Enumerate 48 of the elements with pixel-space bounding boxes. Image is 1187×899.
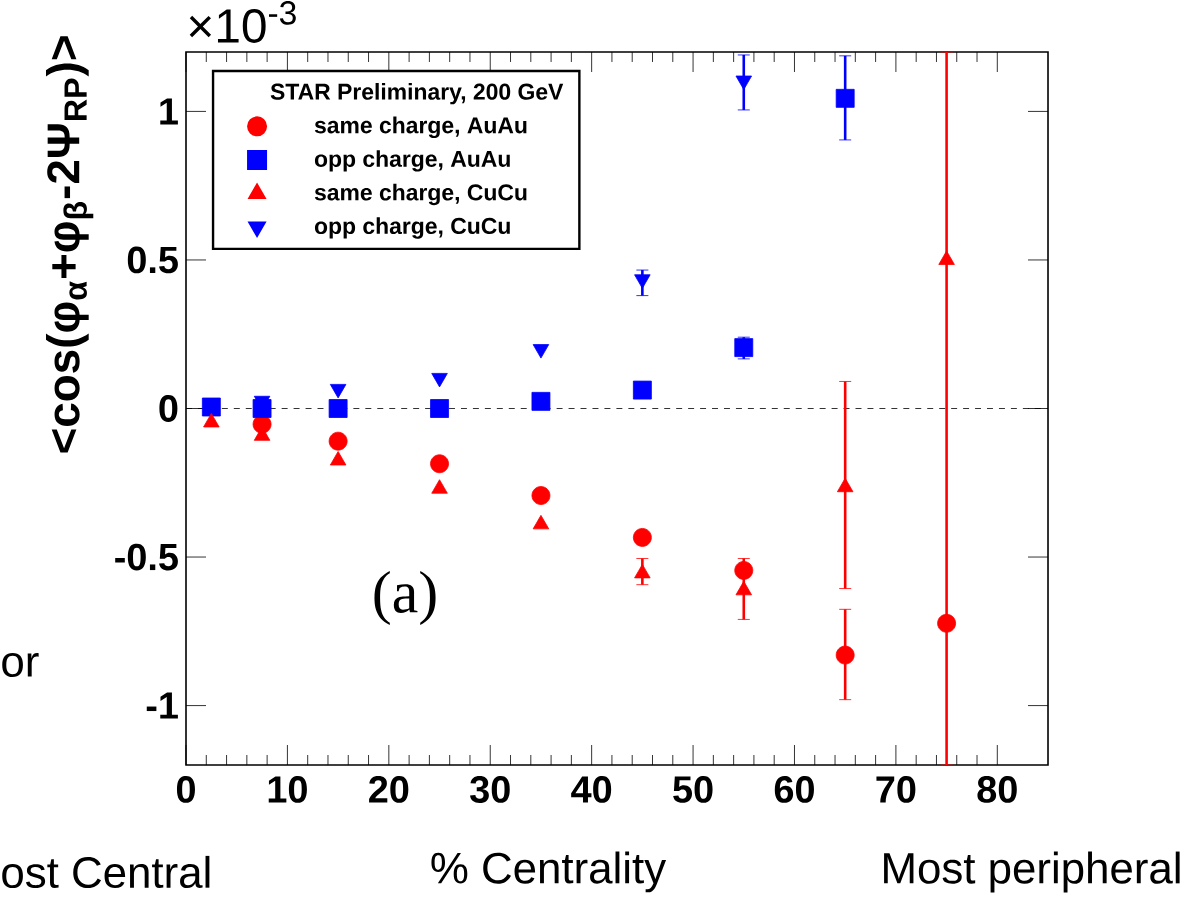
x-tick-label: 0 — [176, 776, 195, 803]
x-tick-label: 10 — [268, 776, 307, 803]
point — [531, 391, 551, 411]
point — [632, 528, 652, 547]
legend-title: STAR Preliminary, 200 GeV — [270, 83, 564, 105]
point — [532, 514, 550, 530]
point — [329, 451, 347, 466]
text: ost Central — [2, 855, 210, 889]
point — [430, 399, 449, 418]
y-axis-title: <cos(φ$_{α}$+φ$_{β}$-2Ψ$_{RP}$)> — [45, 36, 94, 453]
point — [836, 477, 854, 493]
legend-label: same charge, CuCu — [314, 183, 527, 206]
x-tick-label: 50 — [673, 776, 713, 803]
y-tick-label: 0.5 — [127, 246, 178, 274]
point — [431, 479, 448, 494]
point — [937, 613, 956, 633]
x-axis-title: % Centrality — [431, 851, 667, 893]
x-tick-label: 80 — [977, 776, 1017, 803]
x-tick-label: 60 — [774, 776, 814, 803]
annotation: (a) — [374, 570, 436, 626]
point — [531, 486, 551, 505]
legend-label: opp charge, CuCu — [314, 217, 510, 239]
y-tick-label: 0 — [159, 395, 178, 422]
x-tick-label: 30 — [470, 776, 510, 803]
point — [328, 399, 348, 418]
point — [835, 645, 855, 665]
x-tick-label: 70 — [876, 776, 916, 803]
point — [632, 380, 652, 400]
point — [735, 75, 752, 90]
point — [201, 397, 221, 417]
text: or — [2, 652, 39, 678]
point — [735, 580, 752, 596]
legend-label: opp charge, AuAu — [314, 150, 510, 172]
point — [203, 413, 220, 428]
point — [634, 563, 651, 579]
x-tick-label: 40 — [571, 776, 612, 803]
point — [835, 88, 855, 108]
y-tick-label: 1 — [160, 98, 178, 125]
legend-label: same charge, AuAu — [314, 116, 527, 139]
text: Most peripheral — [884, 851, 1180, 893]
y-tick-label: -0.5 — [115, 543, 178, 571]
point — [430, 454, 449, 474]
point — [328, 431, 348, 451]
text: ×10$^{-3}$ — [189, 1, 296, 43]
y-tick-label: -1 — [146, 692, 178, 719]
x-tick-label: 20 — [369, 776, 409, 803]
point — [734, 338, 754, 357]
point — [734, 561, 754, 580]
